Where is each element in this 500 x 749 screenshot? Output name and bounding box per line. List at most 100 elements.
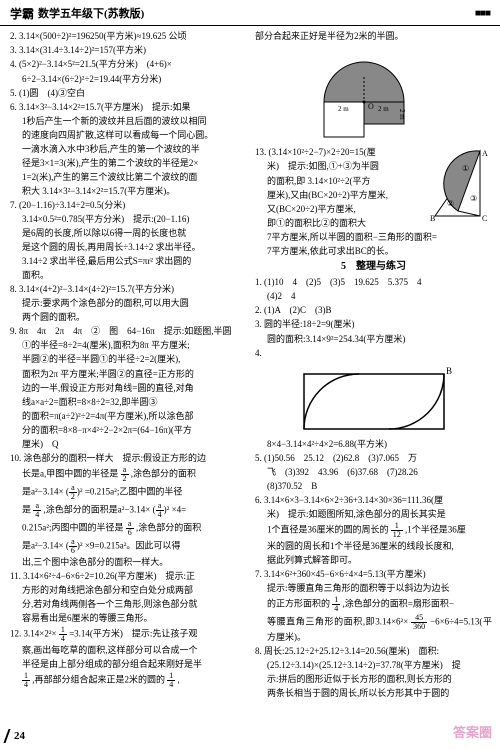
frac-a2sq: a2 bbox=[69, 484, 77, 501]
q13b: 米) 提示:如图,①+③为半圆 bbox=[255, 160, 426, 173]
q12-l1: 12. 3.14×2²× 14 =3.14(平方米) 提示:先让孩子观 bbox=[10, 626, 247, 643]
q3: 3. 3.14×(31.4÷3.14÷2)²=157(平方米) bbox=[10, 44, 247, 57]
q10l: ×9=0.215a²。因此可以得 bbox=[85, 540, 181, 550]
q12d: 半径是由上部分组成的部分组合起来刚好是半 bbox=[10, 658, 247, 671]
q10a: 10. 涂色部分的面积一样大 提示:假设正方形的边 bbox=[10, 452, 247, 465]
q10-l5: 是a²−3.14× (a6)² ×9=0.215a²。因此可以得 bbox=[10, 538, 247, 555]
s5-6-l: 1个直径是36厘米的圆的周长的 112 ,1个半径是36厘 bbox=[255, 522, 492, 539]
header-marker: ■■■ bbox=[475, 7, 490, 22]
q7b: 3.14×0.5²=0.785(平方分米) 提示:(20−1.16) bbox=[10, 213, 247, 226]
q13e: 又(BC×20÷2)平方厘米, bbox=[255, 203, 426, 216]
svg-text:②: ② bbox=[447, 199, 454, 208]
section5-title: 5 整理与练习 bbox=[255, 260, 492, 275]
q10-l4: 0.215a²;丙图中圆的半径是 a6 ,涂色部分的面积 bbox=[10, 520, 247, 537]
q10h: ×4= bbox=[172, 504, 187, 514]
s5-6d: ,1个半径是36厘 bbox=[405, 524, 466, 534]
q6f: 1=2(米),产生的第三个波纹比第二个波纹的面 bbox=[10, 171, 247, 184]
q12a: 12. 3.14×2²× bbox=[10, 629, 57, 639]
q2: 2. 3.14×(500÷2)²=196250(平方米)≈19.625 公顷 bbox=[10, 30, 247, 43]
s5-8b: (25.12÷3.14)×(25.12÷3.14÷2)=37.78(平方厘米) … bbox=[255, 659, 492, 672]
s5-7-l: 的正方形面积的 14 ,涂色部分的面积=扇形面积− bbox=[255, 596, 492, 613]
svg-text:O: O bbox=[368, 102, 374, 111]
q10-l3: 是 a4 ,涂色部分的面积是a²−3.14× (a4)² ×4= bbox=[10, 502, 247, 519]
s5-6c: 1个直径是36厘米的圆的周长的 bbox=[267, 524, 389, 534]
q6d: 一滴水滴入水中3秒后,产生的第一个波纹的半 bbox=[10, 143, 247, 156]
header-left: 学霸 数学五年级下(苏教版) bbox=[10, 6, 144, 23]
r1: 部分合起来正好是半径为2米的半圆。 bbox=[255, 30, 492, 43]
q10-l1: 长是a,甲图中圆的半径是 a2 ,涂色部分的面积 bbox=[10, 466, 247, 483]
q9d: 面积为2π 平方厘米;半圆②的直径=正方形的 bbox=[10, 368, 247, 381]
content-columns: 2. 3.14×(500÷2)²=196250(平方米)≈19.625 公顷 3… bbox=[0, 26, 500, 705]
q10g: ,涂色部分的面积是a²−3.14× bbox=[44, 504, 151, 514]
svg-text:2 m: 2 m bbox=[338, 105, 349, 113]
q10i: 0.215a²;丙图中圆的半径是 bbox=[22, 522, 123, 532]
s5-4a: 8×4−3.14×4²÷4×2=6.88(平方米) bbox=[255, 438, 492, 451]
s5-5c: (8)370.52 B bbox=[255, 480, 492, 493]
page-header: 学霸 数学五年级下(苏教版) ■■■ bbox=[0, 0, 500, 26]
s5-6b: 米) 提示:如题图所知,涂色部分的周长其实是 bbox=[255, 508, 492, 521]
q13d: 厘米),又由(BC×20÷2)平方厘米, bbox=[255, 189, 426, 202]
frac-a4: a4 bbox=[33, 502, 41, 519]
q10f: 是 bbox=[22, 504, 31, 514]
frac-a6: a6 bbox=[126, 520, 134, 537]
frac-a2: a2 bbox=[121, 466, 129, 483]
watermark: 答案圈 bbox=[453, 724, 492, 743]
frac-a4sq: a4 bbox=[156, 502, 164, 519]
q10k: 是a²−3.14× bbox=[22, 540, 64, 550]
q4b: 6÷2−3.14×(6÷2)²÷2=19.44(平方分米) bbox=[10, 73, 247, 86]
q7c: 是6周的长度,所以除以6得一周的长度也就 bbox=[10, 227, 247, 240]
q6b: 1秒后产生一个新的波纹并且后面的波纹以相同 bbox=[10, 115, 247, 128]
svg-text:2 m: 2 m bbox=[378, 105, 389, 113]
q12f: , bbox=[178, 675, 180, 685]
logo-text: 学霸 bbox=[10, 6, 34, 23]
s5-7-l2: 等腰直角三角形的面积,即3.14×6²× 45360 −6×6÷4=5.13(平… bbox=[255, 614, 492, 644]
svg-text:③: ③ bbox=[470, 194, 477, 203]
q6e: 径是3×1=3(米),产生的第二个波纹的半径是2× bbox=[10, 157, 247, 170]
q12c: 察,画出每吃草的面积,这样部分可以合成一个 bbox=[10, 644, 247, 657]
diagram-triangle-circle: A B C ① ② ③ bbox=[430, 146, 492, 224]
q10j: ,涂色部分的面积 bbox=[136, 522, 201, 532]
left-column: 2. 3.14×(500÷2)²=196250(平方米)≈19.625 公顷 3… bbox=[10, 30, 247, 701]
svg-text:C: C bbox=[482, 214, 487, 223]
q9c: 半圆②的半径=半圆①的半径÷2=2(厘米), bbox=[10, 353, 247, 366]
q7d: 是这个圆的周长,再用周长÷3.14÷2 求出半径。 bbox=[10, 241, 247, 254]
q13f: 即①的面积比②的面积大 bbox=[255, 217, 426, 230]
frac-14c: 14 bbox=[167, 672, 175, 689]
s5-7a: 7. 3.14×6²+360×45−6×6÷4×4=5.13(平方厘米) bbox=[255, 568, 492, 581]
s5-6f: 据此列算式解答即可。 bbox=[255, 554, 492, 567]
q10d: 是a²−3.14× bbox=[22, 486, 64, 496]
q9e: 边的一半,假设正方形对角线=圆的直径,对角 bbox=[10, 382, 247, 395]
diagram-semicircle: O 2 m 2 m 2 m bbox=[304, 47, 444, 142]
q13-text: 13. (3.14×10²÷2−7)×2÷20=15(厘 米) 提示:如图,①+… bbox=[255, 146, 426, 230]
q9f: 线a×a÷2=面积=8×8÷2=32,即半圆③ bbox=[10, 396, 247, 409]
q12b: =3.14(平方米) 提示:先让孩子观 bbox=[69, 629, 197, 639]
s5-3a: 3. 圆的半径:18÷2=9(厘米) bbox=[255, 318, 492, 331]
q11b: 方形的对角线把涂色部分和空白处分成两部 bbox=[10, 584, 247, 597]
q6a: 6. 3.14×3²−3.14×2²=15.7(平方厘米) 提示:如果 bbox=[10, 101, 247, 114]
q5: 5. (1)圆 (4)③空白 bbox=[10, 87, 247, 100]
frac-a6sq: a6 bbox=[69, 538, 77, 555]
q8b: 提示:要求两个涂色部分的面积,可以用大圆 bbox=[10, 297, 247, 310]
svg-text:①: ① bbox=[462, 164, 469, 173]
q9b: ①的半径=8÷2=4(厘米),面积为8π 平方厘米; bbox=[10, 339, 247, 352]
q10e: =0.215a²;乙图中圆的半径 bbox=[85, 486, 183, 496]
q13a: 13. (3.14×10²÷2−7)×2÷20=15(厘 bbox=[255, 146, 426, 159]
q13c: 的面积,即 3.14×10²÷2(平方 bbox=[255, 175, 426, 188]
q13-row: 13. (3.14×10²÷2−7)×2÷20=15(厘 米) 提示:如图,①+… bbox=[255, 146, 492, 230]
q8a: 8. 3.14×(4+2)²−3.14×(4÷2)²=15.7(平方分米) bbox=[10, 283, 247, 296]
frac-14b: 14 bbox=[22, 672, 30, 689]
s5-6e: 米的圆的周长和1个半径是36厘米的线段长度和, bbox=[255, 540, 492, 553]
q10b: 长是a,甲图中圆的半径是 bbox=[22, 468, 118, 478]
q13g: 7平方厘米,所以半圆的面积−三角形的面积= bbox=[255, 231, 492, 244]
page-number: 24 bbox=[14, 729, 25, 745]
s5-8a: 8. 周长:25.12÷2+25.12÷3.14=20.56(厘米) 面积: bbox=[255, 645, 492, 658]
q10-l2: 是a²−3.14× (a2)² =0.215a²;乙图中圆的半径 bbox=[10, 484, 247, 501]
q9h: 分的面积=8×8−π×4²÷2−2×2π=(64−16π)(平方 bbox=[10, 424, 247, 437]
q6c: 的速度向四周扩散,这样可以看成每一个同心圆。 bbox=[10, 129, 247, 142]
s5-8d: 两条长相当于圆的周长,所以长方形其中于圆的 bbox=[255, 687, 492, 700]
q7f: 面积。 bbox=[10, 269, 247, 282]
svg-text:B: B bbox=[446, 366, 452, 376]
svg-text:A: A bbox=[482, 149, 488, 158]
s5-7c: 的正方形面积的 bbox=[267, 599, 330, 609]
q11c: 分,若对角线两侧各一个三角形,则涂色部分就 bbox=[10, 598, 247, 611]
